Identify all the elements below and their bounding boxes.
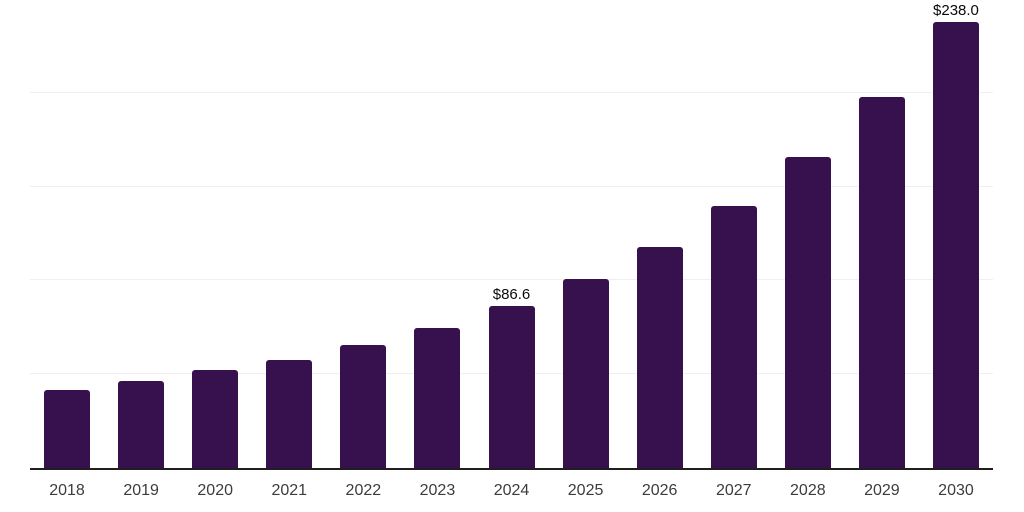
x-axis-tick-label: 2029	[864, 482, 900, 499]
bar-slot: $86.6	[474, 1, 548, 468]
bar-slot	[104, 1, 178, 468]
bar-2024: $86.6	[488, 286, 535, 468]
x-axis-tick-label: 2022	[345, 482, 382, 499]
bar-2030: $238.0	[932, 2, 979, 468]
bar-slot	[400, 1, 474, 468]
x-axis-tick-label: 2027	[715, 482, 752, 499]
bar-slot	[845, 1, 919, 468]
bar-2029	[858, 96, 905, 468]
bar-value-label: $86.6	[492, 285, 531, 303]
bar-slot	[30, 1, 104, 468]
bar-slot	[178, 1, 252, 468]
bar-2020	[192, 370, 239, 468]
bar-2027	[710, 206, 757, 468]
bar-slot	[623, 1, 697, 468]
x-axis-tick-label: 2025	[567, 482, 604, 499]
bar-2028	[784, 157, 831, 468]
plot-area: $86.6 $238.0	[30, 1, 993, 470]
x-axis-tick-label: 2024	[493, 482, 530, 499]
gridline	[30, 185, 993, 187]
bars: $86.6 $238.0	[30, 1, 993, 468]
bar-2021	[266, 359, 313, 468]
bar-slot	[252, 1, 326, 468]
bar-2023	[414, 327, 461, 468]
bar-slot	[326, 1, 400, 468]
gridline	[30, 91, 993, 93]
x-axis-tick-label: 2023	[419, 482, 456, 499]
x-axis-tick-label: 2030	[938, 482, 974, 499]
bar-2018	[44, 390, 91, 468]
x-axis-tick-label: 2019	[123, 482, 159, 499]
bar-value-label: $238.0	[933, 1, 979, 19]
bar-2019	[118, 381, 165, 468]
bar-slot	[697, 1, 771, 468]
bar-slot	[549, 1, 623, 468]
x-axis-tick-label: 2020	[197, 482, 233, 499]
bar-2025	[562, 278, 609, 468]
x-axis-tick-label: 2026	[641, 482, 678, 499]
x-axis-tick-label: 2028	[790, 482, 826, 499]
x-axis: 2018 2019 2020 2021 2022 2023 2024 2025 2026 2027…	[30, 482, 993, 500]
x-axis-tick-label: 2018	[49, 482, 85, 499]
bar-slot	[771, 1, 845, 468]
gridline	[30, 279, 993, 281]
bar-2026	[636, 246, 683, 468]
bar-slot: $238.0	[919, 1, 993, 468]
bar-2022	[340, 345, 387, 468]
x-axis-tick-label: 2021	[271, 482, 308, 499]
